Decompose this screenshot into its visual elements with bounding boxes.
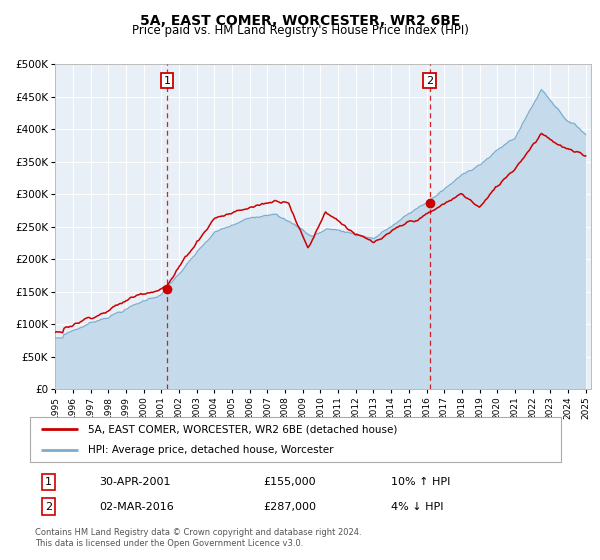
Text: 02-MAR-2016: 02-MAR-2016	[99, 502, 174, 512]
FancyBboxPatch shape	[30, 417, 561, 462]
Text: 4% ↓ HPI: 4% ↓ HPI	[391, 502, 443, 512]
Text: 5A, EAST COMER, WORCESTER, WR2 6BE: 5A, EAST COMER, WORCESTER, WR2 6BE	[140, 14, 460, 28]
Text: This data is licensed under the Open Government Licence v3.0.: This data is licensed under the Open Gov…	[35, 539, 304, 548]
Text: Contains HM Land Registry data © Crown copyright and database right 2024.: Contains HM Land Registry data © Crown c…	[35, 528, 362, 537]
Text: 2: 2	[45, 502, 52, 512]
Text: 2: 2	[426, 76, 433, 86]
Text: HPI: Average price, detached house, Worcester: HPI: Average price, detached house, Worc…	[88, 445, 334, 455]
Text: Price paid vs. HM Land Registry's House Price Index (HPI): Price paid vs. HM Land Registry's House …	[131, 24, 469, 37]
Text: 1: 1	[45, 477, 52, 487]
Text: £287,000: £287,000	[263, 502, 317, 512]
Text: 1: 1	[164, 76, 170, 86]
Text: £155,000: £155,000	[263, 477, 316, 487]
Text: 30-APR-2001: 30-APR-2001	[99, 477, 170, 487]
Text: 10% ↑ HPI: 10% ↑ HPI	[391, 477, 451, 487]
Text: 5A, EAST COMER, WORCESTER, WR2 6BE (detached house): 5A, EAST COMER, WORCESTER, WR2 6BE (deta…	[88, 424, 398, 435]
